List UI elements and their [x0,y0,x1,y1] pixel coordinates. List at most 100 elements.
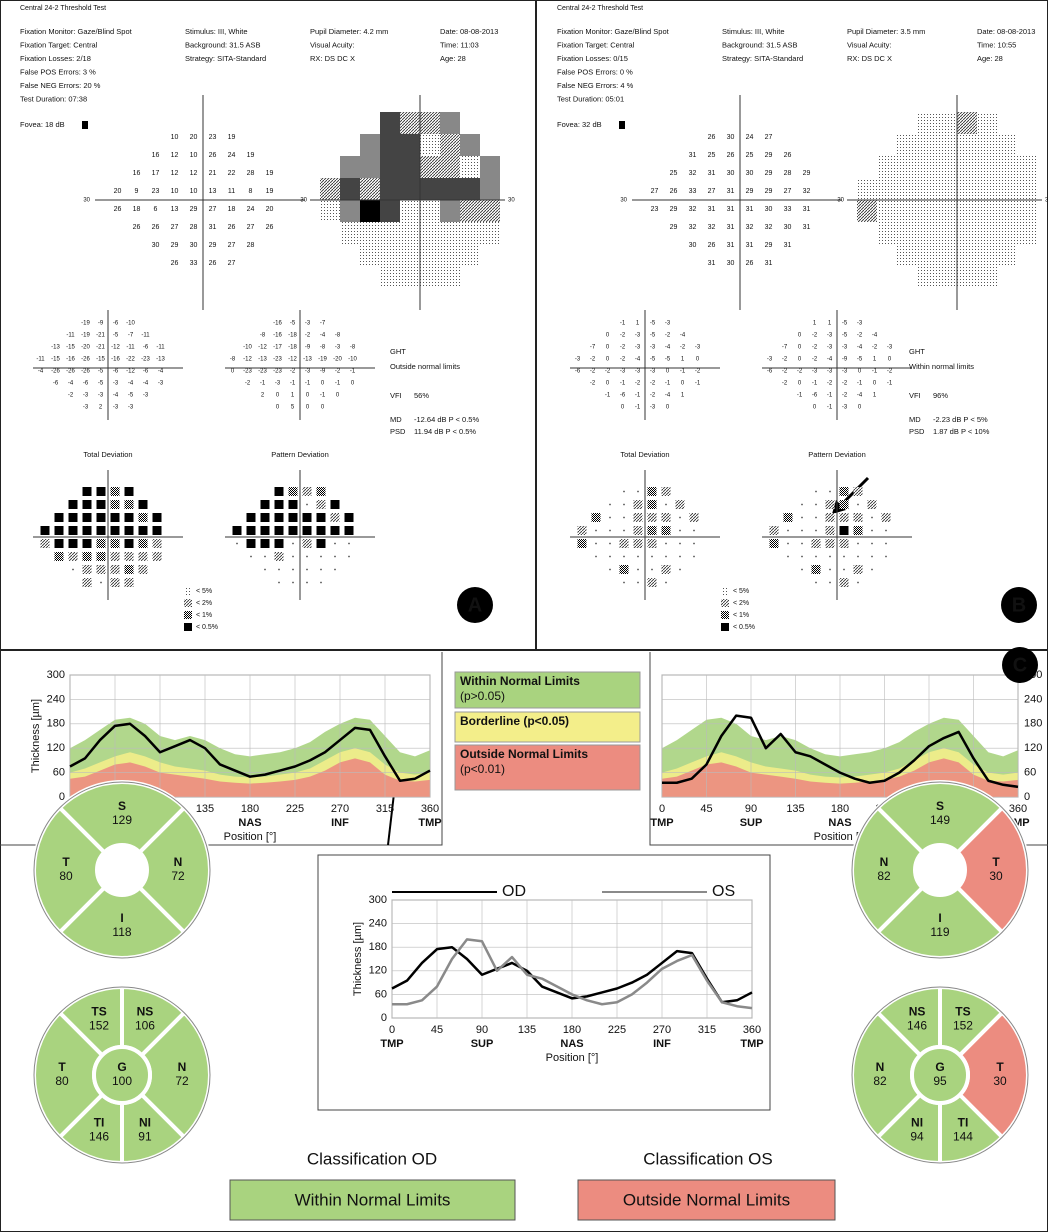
threshold-value: 6 [154,206,158,213]
region-label: TMP [380,1038,403,1050]
x-axis-label: Position [°] [546,1052,599,1064]
deviation-value: -26 [81,357,90,363]
deviation-value: -1 [620,321,626,327]
prob-symbol [801,569,803,571]
map-title: Total Deviation [83,450,132,459]
threshold-value: 29 [803,170,811,177]
threshold-value: 28 [190,224,198,231]
prob-symbol [292,582,294,584]
prob-symbol [111,565,120,574]
gray-cell [917,244,937,266]
prob-symbol [679,530,681,532]
deviation-value: -1 [857,381,863,387]
deviation-value: -4 [128,381,134,387]
prob-symbol [829,569,831,571]
prob-symbol [648,487,657,496]
prob-symbol [55,539,64,548]
deviation-value: -10 [126,321,135,327]
prob-symbol [801,543,803,545]
header-field: Visual Acuity: [847,40,891,49]
deviation-value: -7 [320,321,326,327]
sector-label: G [117,1060,126,1074]
deviation-value: -23 [243,369,252,375]
y-tick-label: 300 [47,669,65,681]
sector-value: 94 [910,1130,924,1144]
fovea: Fovea: 18 dB [20,120,65,129]
prob-symbol [634,526,643,535]
prob-symbol [317,487,326,496]
prob-symbol [111,578,120,587]
prob-symbol [815,504,817,506]
deviation-value: -6 [53,381,59,387]
deviation-value: -3 [113,381,119,387]
prob-symbol [648,513,657,522]
threshold-value: 26 [114,206,122,213]
deviation-value: -9 [98,321,104,327]
prob-symbol [829,491,831,493]
gray-cell [380,200,400,222]
region-label: INF [331,817,349,829]
prob-symbol [83,500,92,509]
prob-symbol [826,513,835,522]
prob-symbol [303,513,312,522]
deviation-value: -2 [680,345,686,351]
deviation-value: -15 [96,357,105,363]
sector-label: T [992,855,1000,869]
y-tick-label: 240 [1024,693,1042,705]
prob-symbol [801,504,803,506]
gray-cell [897,178,917,200]
prob-symbol [275,526,284,535]
deviation-value: 0 [888,357,892,363]
sector-label: G [935,1060,944,1074]
deviation-value: -22 [126,357,135,363]
deviation-value: -3 [128,405,134,411]
deviation-value: -3 [827,369,833,375]
prob-symbol [139,526,148,535]
prob-symbol [885,543,887,545]
deviation-value: -1 [797,393,803,399]
threshold-value: 31 [727,188,735,195]
region-label: NAS [560,1038,583,1050]
deviation-value: 1 [291,393,295,399]
prob-symbol [693,530,695,532]
threshold-value: 32 [765,224,773,231]
threshold-value: 23 [209,134,217,141]
deviation-value: -3 [305,369,311,375]
prob-symbol [620,565,629,574]
deviation-value: -4 [680,333,686,339]
gray-cell [997,156,1017,178]
x-tick-label: 315 [698,1024,716,1036]
gray-cell [977,266,997,288]
stat-value: -2.23 dB P < 5% [933,415,988,424]
gray-cell [957,222,977,244]
prob-symbol [275,539,284,548]
deviation-value: 0 [681,381,685,387]
prob-symbol [634,539,643,548]
prob-symbol [334,556,336,558]
deviation-value: -9 [320,369,326,375]
threshold-value: 26 [746,260,754,267]
prob-symbol [345,526,354,535]
prob-symbol [139,513,148,522]
prob-symbol [595,530,597,532]
prob-symbol [623,582,625,584]
prob-symbol [609,569,611,571]
prob-symbol [693,543,695,545]
header-field: Fixation Target: Central [557,40,635,49]
gray-cell [877,200,897,222]
x-tick-label: 270 [331,803,349,815]
prob-symbol [623,491,625,493]
gray-cell [917,266,937,288]
threshold-value: 19 [266,188,274,195]
gray-cell [420,266,440,288]
deviation-value: -2 [245,381,251,387]
threshold-value: 9 [135,188,139,195]
deviation-value: -1 [620,381,626,387]
prob-symbol [69,500,78,509]
deviation-value: -4 [158,369,164,375]
gray-cell [937,244,957,266]
prob-symbol [247,513,256,522]
deviation-value: -20 [81,345,90,351]
prob-symbol [289,526,298,535]
legend-label: < 5% [196,588,212,595]
